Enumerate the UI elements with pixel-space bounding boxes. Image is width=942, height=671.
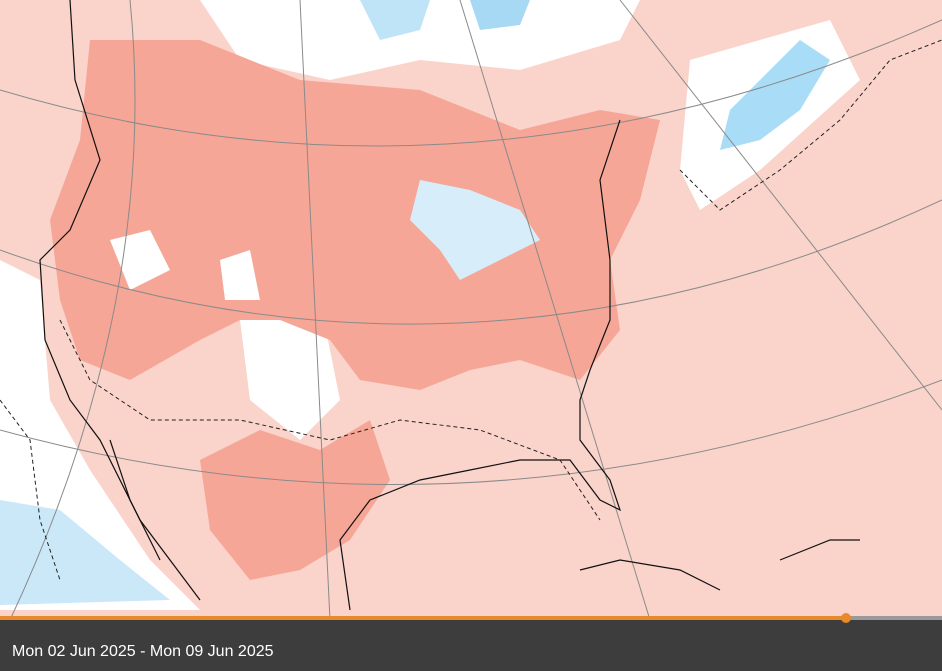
slider-handle[interactable] — [841, 613, 851, 623]
neutral-area — [240, 300, 340, 440]
timeline-bar: Mon 02 Jun 2025 - Mon 09 Jun 2025 — [0, 613, 942, 671]
cool-area — [0, 500, 170, 605]
graticule — [0, 0, 942, 620]
timeline-slider[interactable] — [0, 613, 942, 623]
anomaly-map — [0, 0, 942, 620]
slider-progress — [0, 616, 846, 620]
date-range: Mon 02 Jun 2025 - Mon 09 Jun 2025 — [12, 643, 274, 660]
cool-area — [360, 0, 430, 40]
contour — [0, 39, 942, 581]
cool-area — [470, 0, 530, 30]
great-lakes — [410, 180, 540, 280]
neutral-area — [110, 230, 260, 300]
warm-anomaly — [200, 420, 390, 580]
neutral-area — [200, 0, 640, 80]
coastline — [39, 0, 860, 611]
warm-anomaly — [50, 40, 660, 390]
cool-area — [720, 40, 830, 150]
